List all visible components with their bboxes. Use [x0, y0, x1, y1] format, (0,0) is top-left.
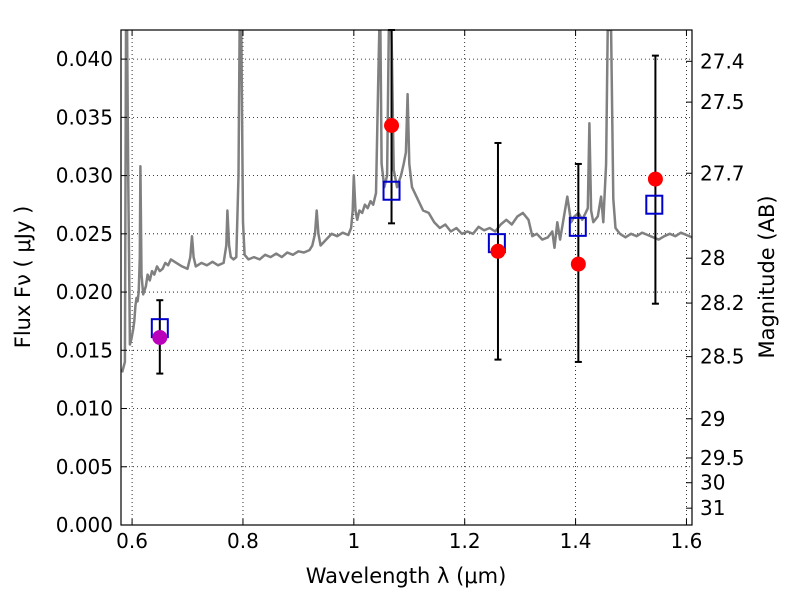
y-tick-label: 0.000	[56, 513, 113, 537]
y-tick-label: 0.020	[56, 280, 113, 304]
right-axis-label: Magnitude (AB)	[755, 195, 779, 358]
spectrum-line	[121, 30, 692, 373]
y-tick-label: 0.010	[56, 397, 113, 421]
y-axis-label: Flux Fν ( μJy )	[11, 206, 35, 349]
right-tick-label: 31	[700, 496, 725, 520]
observed-point	[384, 118, 400, 134]
right-tick-label: 28.5	[700, 345, 745, 369]
observed-points	[152, 118, 663, 345]
right-tick-label: 28.2	[700, 291, 745, 315]
right-tick-label: 27.5	[700, 90, 745, 114]
model-point	[645, 194, 664, 215]
x-tick-label: 0.8	[227, 529, 259, 553]
x-tick-label: 1.2	[449, 529, 481, 553]
observed-point	[647, 171, 663, 187]
x-tick-label: 0.6	[116, 529, 148, 553]
x-axis-label: Wavelength λ (μm)	[306, 564, 507, 588]
right-tick-label: 29.5	[700, 446, 745, 470]
y-tick-label: 0.025	[56, 222, 113, 246]
x-tick-label: 1.4	[560, 529, 592, 553]
observed-point	[490, 243, 506, 259]
model-point	[382, 180, 401, 201]
right-tick-label: 29	[700, 407, 725, 431]
y-axis-ticks: 0.000 0.005 0.010 0.015 0.020 0.025 0.030 0.035…	[56, 47, 127, 537]
plot-frame	[120, 29, 693, 526]
right-tick-label: 28	[700, 246, 725, 270]
model-point	[568, 216, 587, 237]
y-tick-label: 0.005	[56, 455, 113, 479]
y-tick-label: 0.040	[56, 47, 113, 71]
observed-point	[570, 256, 586, 272]
x-tick-label: 1.6	[671, 529, 703, 553]
y-tick-label: 0.015	[56, 338, 113, 362]
y-tick-label: 0.035	[56, 105, 113, 129]
grid-lines	[121, 30, 692, 526]
x-tick-label: 1	[347, 529, 360, 553]
y-tick-label: 0.030	[56, 164, 113, 188]
right-tick-label: 27.7	[700, 161, 745, 185]
spectrum-series	[121, 30, 692, 373]
model-points	[150, 180, 664, 339]
right-tick-label: 30	[700, 471, 725, 495]
observed-point	[152, 329, 168, 345]
right-tick-label: 27.4	[700, 49, 745, 73]
x-axis-ticks: 0.6 0.8 1 1.2 1.4 1.6	[116, 30, 702, 553]
error-bars	[156, 29, 659, 375]
